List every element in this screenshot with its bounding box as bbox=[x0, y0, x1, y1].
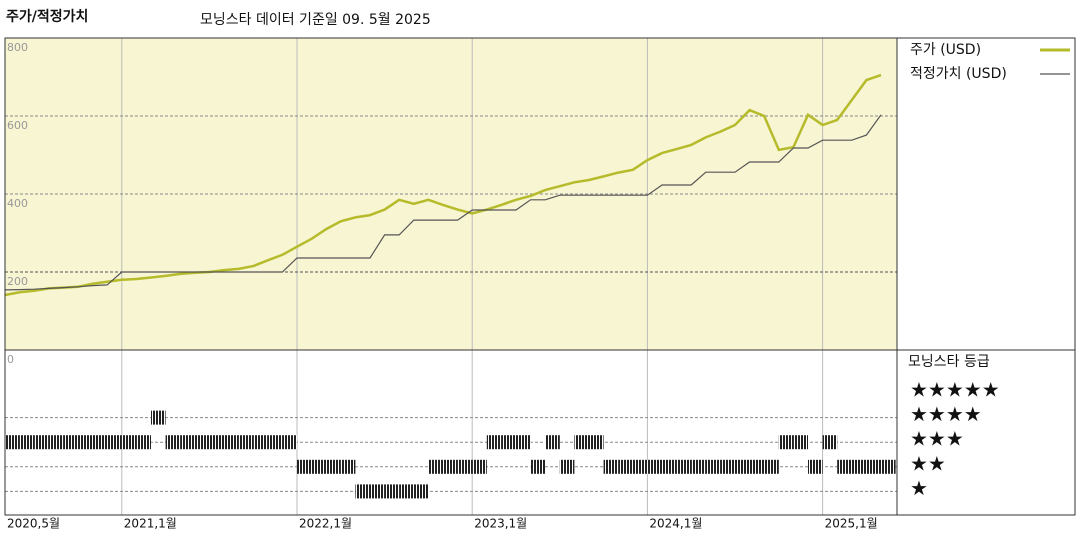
rating-bar bbox=[5, 435, 20, 450]
rating-label: ★★ bbox=[910, 451, 946, 475]
rating-bar bbox=[428, 459, 443, 474]
rating-bar bbox=[764, 459, 779, 474]
rating-bar bbox=[165, 435, 181, 450]
rating-label: ★★★ bbox=[910, 427, 964, 451]
rating-bar bbox=[355, 484, 370, 499]
x-tick-label: 2022,1월 bbox=[299, 517, 352, 531]
rating-bar bbox=[253, 435, 268, 450]
x-tick-label: 2025,1월 bbox=[825, 517, 878, 531]
rating-bar bbox=[78, 435, 93, 450]
rating-bar bbox=[647, 459, 662, 474]
rating-bar bbox=[209, 435, 224, 450]
rating-bar bbox=[224, 435, 239, 450]
rating-bar bbox=[559, 459, 575, 474]
rating-label: ★★★★★ bbox=[910, 378, 1000, 402]
rating-bar bbox=[881, 459, 896, 474]
rating-bar bbox=[735, 459, 750, 474]
series-line bbox=[4, 114, 882, 291]
rating-bar bbox=[676, 459, 692, 474]
rating-bar bbox=[472, 459, 487, 474]
rating-bar bbox=[618, 459, 633, 474]
y-tick-label: 600 bbox=[7, 119, 28, 132]
rating-bar bbox=[808, 459, 823, 474]
rating-bar bbox=[340, 459, 356, 474]
rating-bar bbox=[121, 435, 137, 450]
y-tick-label: 200 bbox=[7, 275, 28, 288]
rating-bar bbox=[662, 459, 677, 474]
rating-bar bbox=[238, 435, 254, 450]
rating-bar bbox=[866, 459, 881, 474]
rating-bar bbox=[516, 435, 531, 450]
x-tick-label: 2024,1월 bbox=[649, 517, 702, 531]
rating-bar bbox=[34, 435, 49, 450]
rating-label: ★★★★ bbox=[910, 402, 982, 426]
rating-bar bbox=[457, 459, 473, 474]
y-tick-label: 800 bbox=[7, 41, 28, 54]
rating-title: 모닝스타 등급 bbox=[908, 354, 990, 370]
legend-label: 적정가치 (USD) bbox=[910, 66, 1007, 82]
frame bbox=[4, 37, 1076, 516]
rating-bar bbox=[589, 435, 604, 450]
rating-background bbox=[5, 350, 897, 515]
rating-bar bbox=[180, 435, 195, 450]
rating-label: ★ bbox=[910, 476, 928, 500]
rating-bar bbox=[545, 435, 560, 450]
series-line bbox=[4, 73, 882, 297]
rating-bar bbox=[501, 435, 516, 450]
rating-bar bbox=[530, 459, 546, 474]
rating-bar bbox=[705, 459, 721, 474]
rating-bar bbox=[851, 459, 867, 474]
rating-bar bbox=[413, 484, 429, 499]
rating-bar bbox=[793, 435, 808, 450]
rating-bar bbox=[311, 459, 327, 474]
rating-bar bbox=[194, 435, 210, 450]
chart-title: 주가/적정가치 bbox=[6, 8, 88, 25]
rating-bar bbox=[63, 435, 78, 450]
rating-bar bbox=[151, 410, 166, 425]
chart-subtitle: 모닝스타 데이터 기준일 09. 5월 2025 bbox=[200, 12, 431, 28]
rating-bar bbox=[297, 459, 312, 474]
x-tick-label: 2023,1월 bbox=[474, 517, 527, 531]
x-tick-label: 2021,1월 bbox=[124, 517, 177, 531]
rating-bar bbox=[486, 435, 502, 450]
y-tick-label: 400 bbox=[7, 197, 28, 210]
rating-bar bbox=[399, 484, 414, 499]
x-tick-label: 2020,5월 bbox=[7, 517, 60, 531]
rating-bar bbox=[19, 435, 35, 450]
rating-bar bbox=[749, 459, 765, 474]
rating-bar bbox=[574, 435, 589, 450]
rating-bar bbox=[443, 459, 458, 474]
rating-bar bbox=[822, 435, 838, 450]
rating-bar bbox=[48, 435, 64, 450]
rating-bar bbox=[267, 435, 283, 450]
rating-bar bbox=[603, 459, 619, 474]
rating-bar bbox=[632, 459, 648, 474]
rating-bar bbox=[837, 459, 852, 474]
legend-label: 주가 (USD) bbox=[910, 42, 981, 58]
rating-bar bbox=[107, 435, 122, 450]
rating-bar bbox=[92, 435, 108, 450]
rating-bar bbox=[370, 484, 385, 499]
rating-bar bbox=[326, 459, 341, 474]
rating-bar bbox=[136, 435, 151, 450]
y-tick-label: 0 bbox=[7, 353, 14, 366]
rating-bar bbox=[691, 459, 706, 474]
rating-bar bbox=[384, 484, 400, 499]
rating-bar bbox=[778, 435, 794, 450]
rating-bar bbox=[720, 459, 735, 474]
rating-bar bbox=[282, 435, 297, 450]
